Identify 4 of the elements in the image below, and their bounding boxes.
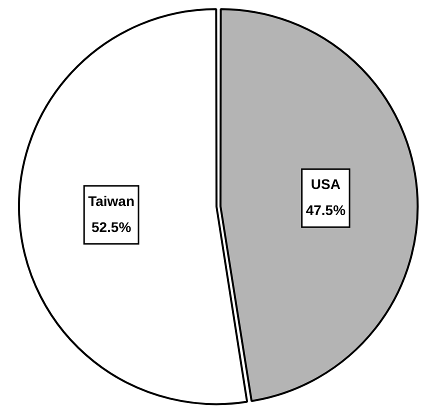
data-label: 47.5% (306, 202, 346, 218)
slice-label: Taiwan (88, 192, 135, 209)
data-label: 52.5% (91, 218, 132, 235)
slice-label: USA (310, 176, 340, 192)
